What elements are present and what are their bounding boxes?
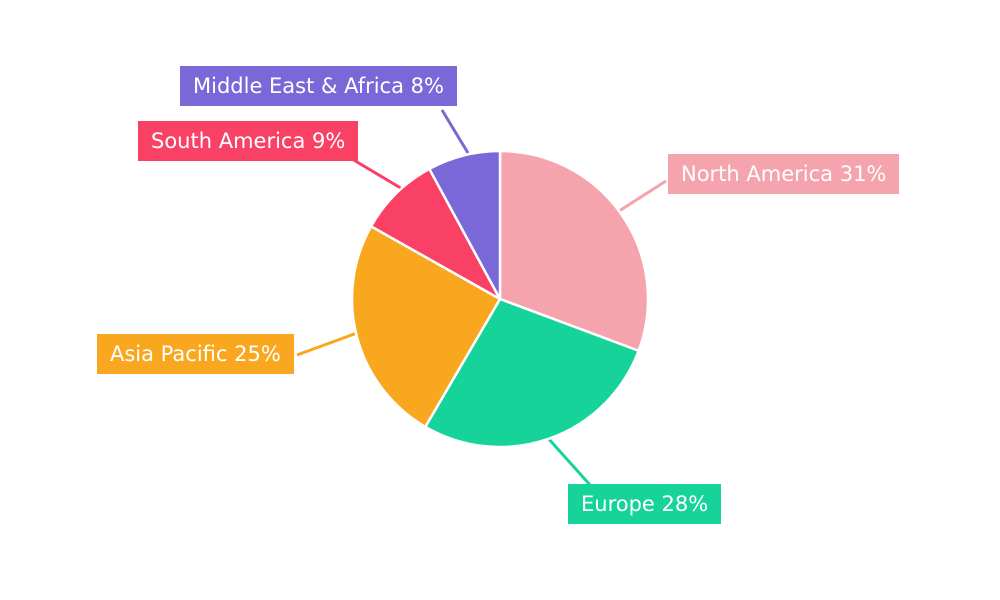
slice-label-asia-pacific: Asia Pacific 25%: [97, 334, 294, 374]
slice-label-europe: Europe 28%: [568, 484, 722, 524]
pie-slice-middle-east-africa[interactable]: [428, 149, 502, 301]
slice-label-south-america: South America 9%: [138, 121, 359, 161]
leader-line-asia-pacific: [296, 331, 358, 357]
slice-label-north-america: North America 31%: [668, 154, 900, 194]
leader-line-north-america: [615, 179, 667, 215]
leader-line-south-america: [351, 157, 405, 192]
leader-line-middle-east-africa: [440, 109, 470, 154]
slice-label-middle-east-africa: Middle East & Africa 8%: [180, 66, 457, 106]
pie-slice-asia-pacific[interactable]: [350, 225, 502, 429]
pie-slice-north-america[interactable]: [498, 149, 650, 353]
leader-line-europe: [545, 435, 593, 488]
pie-slice-south-america[interactable]: [369, 167, 502, 301]
